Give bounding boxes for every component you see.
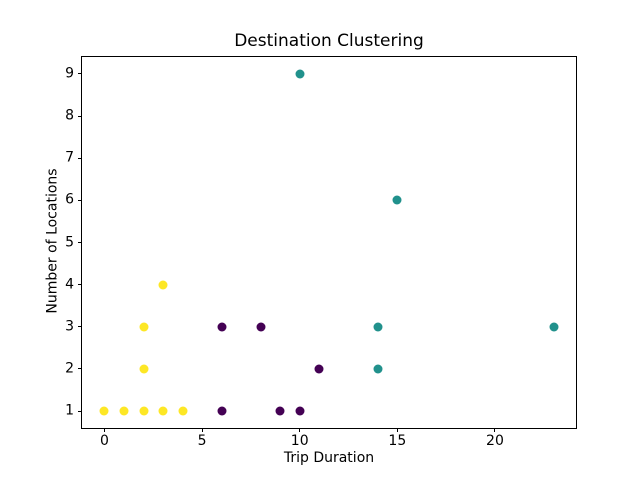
y-tick-mark [78, 284, 82, 286]
data-point [295, 406, 305, 416]
data-point [217, 406, 227, 416]
data-point [99, 406, 109, 416]
chart-title: Destination Clustering [234, 31, 424, 51]
y-tick-mark [78, 73, 82, 75]
data-point [158, 406, 168, 416]
data-point [139, 364, 148, 374]
x-tick-mark [299, 428, 301, 432]
data-point [178, 406, 188, 416]
data-point [549, 322, 559, 332]
y-tick-mark [78, 115, 82, 117]
y-axis-label: Number of Locations [44, 168, 61, 314]
data-point [295, 69, 305, 79]
data-point [119, 406, 129, 416]
y-tick-label: 9 [65, 65, 74, 82]
plot-area: 0 5 10 15 20 1 2 3 4 5 6 7 8 9 [65, 56, 577, 449]
x-tick-label: 10 [290, 433, 309, 449]
data-point [256, 322, 266, 332]
data-point [392, 195, 402, 205]
y-tick-mark [78, 242, 82, 243]
data-point [314, 364, 324, 374]
x-tick-label: 15 [388, 433, 407, 449]
y-tick-label: 8 [65, 107, 74, 124]
y-tick-mark [78, 326, 82, 328]
x-tick-mark [494, 428, 496, 432]
y-tick-mark [78, 368, 82, 370]
y-tick-mark [78, 157, 82, 159]
data-point [373, 322, 383, 332]
x-tick-mark [103, 428, 105, 432]
y-tick-label: 6 [65, 191, 74, 208]
data-point [275, 406, 285, 416]
y-tick-mark [78, 410, 82, 412]
data-point [139, 406, 148, 416]
y-tick-mark [78, 199, 82, 201]
data-point [373, 364, 383, 374]
data-point [217, 322, 227, 332]
y-tick-label: 7 [65, 149, 74, 166]
x-tick-label: 5 [197, 433, 207, 449]
y-tick-label: 3 [65, 318, 74, 335]
x-tick-mark [396, 428, 398, 432]
x-tick-label: 0 [99, 433, 109, 449]
x-axis-label: Trip Duration [283, 450, 375, 466]
y-tick-label: 4 [65, 276, 74, 293]
y-tick-label: 1 [65, 402, 74, 419]
data-point [139, 322, 148, 332]
y-tick-label: 5 [65, 234, 74, 250]
x-tick-mark [201, 428, 203, 432]
data-point [158, 280, 168, 290]
x-tick-label: 20 [486, 433, 504, 449]
y-tick-label: 2 [65, 360, 74, 377]
